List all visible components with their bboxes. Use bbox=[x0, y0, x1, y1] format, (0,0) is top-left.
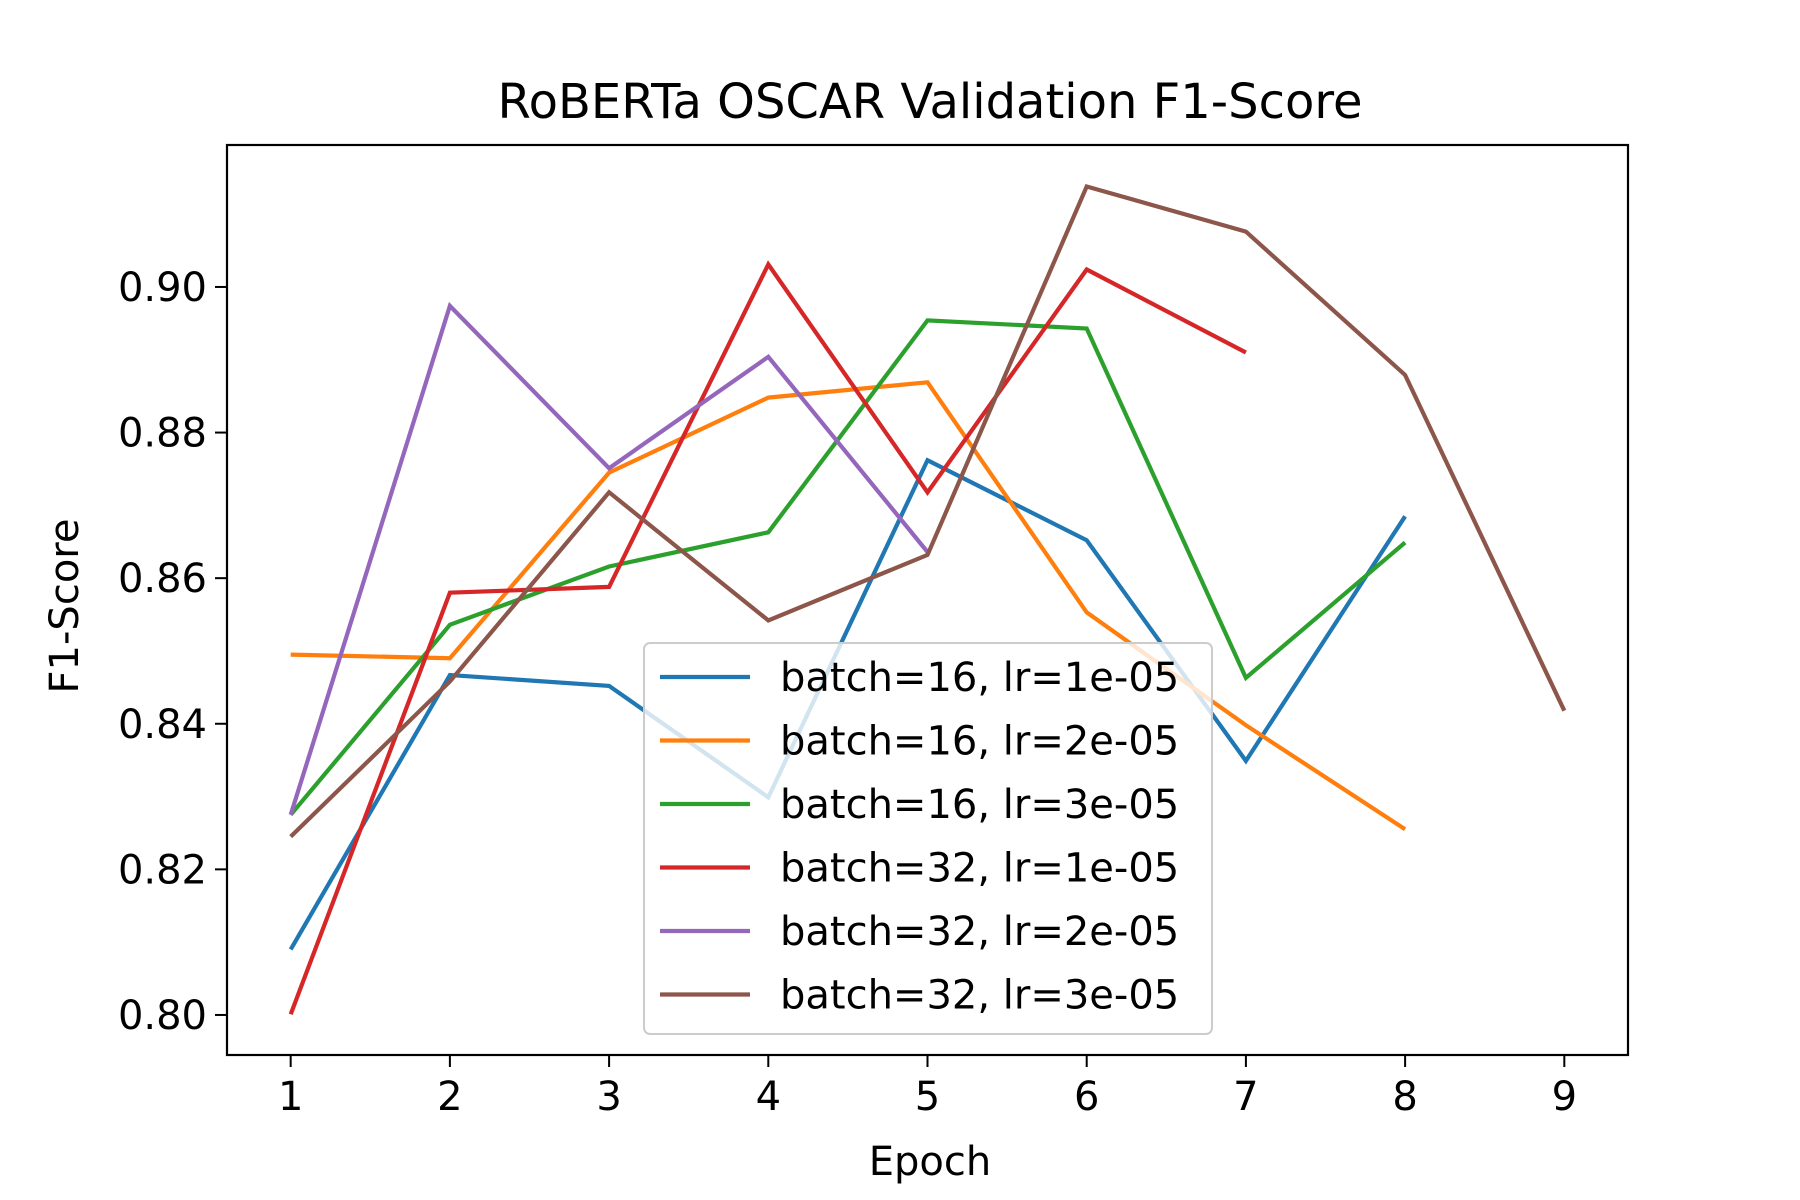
axes-layer: 1 2 3 4 5 6 7 8 9 0.80 0.82 0.84 0.86 0.88 0.90 bbox=[118, 143, 1630, 1120]
series-layer bbox=[288, 183, 1567, 1015]
y-tick-label: 0.90 bbox=[118, 265, 207, 311]
x-tick-label: 8 bbox=[1392, 1074, 1417, 1120]
series-line-3 bbox=[289, 318, 1407, 817]
x-tick-label: 2 bbox=[437, 1074, 462, 1120]
legend-box bbox=[643, 642, 1213, 1035]
chart-title: RoBERTa OSCAR Validation F1-Score bbox=[497, 74, 1362, 130]
y-tick-label: 0.80 bbox=[118, 993, 207, 1039]
series-line-1 bbox=[288, 457, 1407, 951]
x-tick-label: 1 bbox=[278, 1074, 303, 1120]
y-tick-label: 0.82 bbox=[118, 847, 207, 893]
x-tick-label: 9 bbox=[1552, 1074, 1577, 1120]
legend-label-1: batch=16, lr=1e-05 bbox=[780, 655, 1179, 701]
x-tick-label: 4 bbox=[756, 1074, 781, 1120]
legend-label-6: batch=32, lr=3e-05 bbox=[780, 973, 1179, 1019]
x-tick-label: 6 bbox=[1074, 1074, 1099, 1120]
series-line-4 bbox=[288, 260, 1247, 1015]
x-axis-label: Epoch bbox=[869, 1139, 991, 1185]
legend: batch=16, lr=1e-05 batch=16, lr=2e-05 batc… bbox=[643, 642, 1213, 1035]
series-line-5 bbox=[288, 301, 930, 816]
legend-label-2: batch=16, lr=2e-05 bbox=[780, 719, 1179, 765]
legend-label-5: batch=32, lr=2e-05 bbox=[780, 909, 1179, 955]
y-tick-label: 0.88 bbox=[118, 411, 207, 457]
y-tick-label: 0.86 bbox=[118, 556, 207, 602]
y-axis-label: F1-Score bbox=[42, 519, 88, 694]
legend-label-4: batch=32, lr=1e-05 bbox=[780, 846, 1179, 892]
y-tick-label: 0.84 bbox=[118, 702, 207, 748]
x-tick-label: 5 bbox=[915, 1074, 940, 1120]
x-tick-label: 3 bbox=[596, 1074, 621, 1120]
legend-label-3: batch=16, lr=3e-05 bbox=[780, 782, 1179, 828]
series-line-6 bbox=[289, 183, 1567, 839]
series-line-2 bbox=[290, 380, 1407, 832]
x-tick-label: 7 bbox=[1233, 1074, 1258, 1120]
